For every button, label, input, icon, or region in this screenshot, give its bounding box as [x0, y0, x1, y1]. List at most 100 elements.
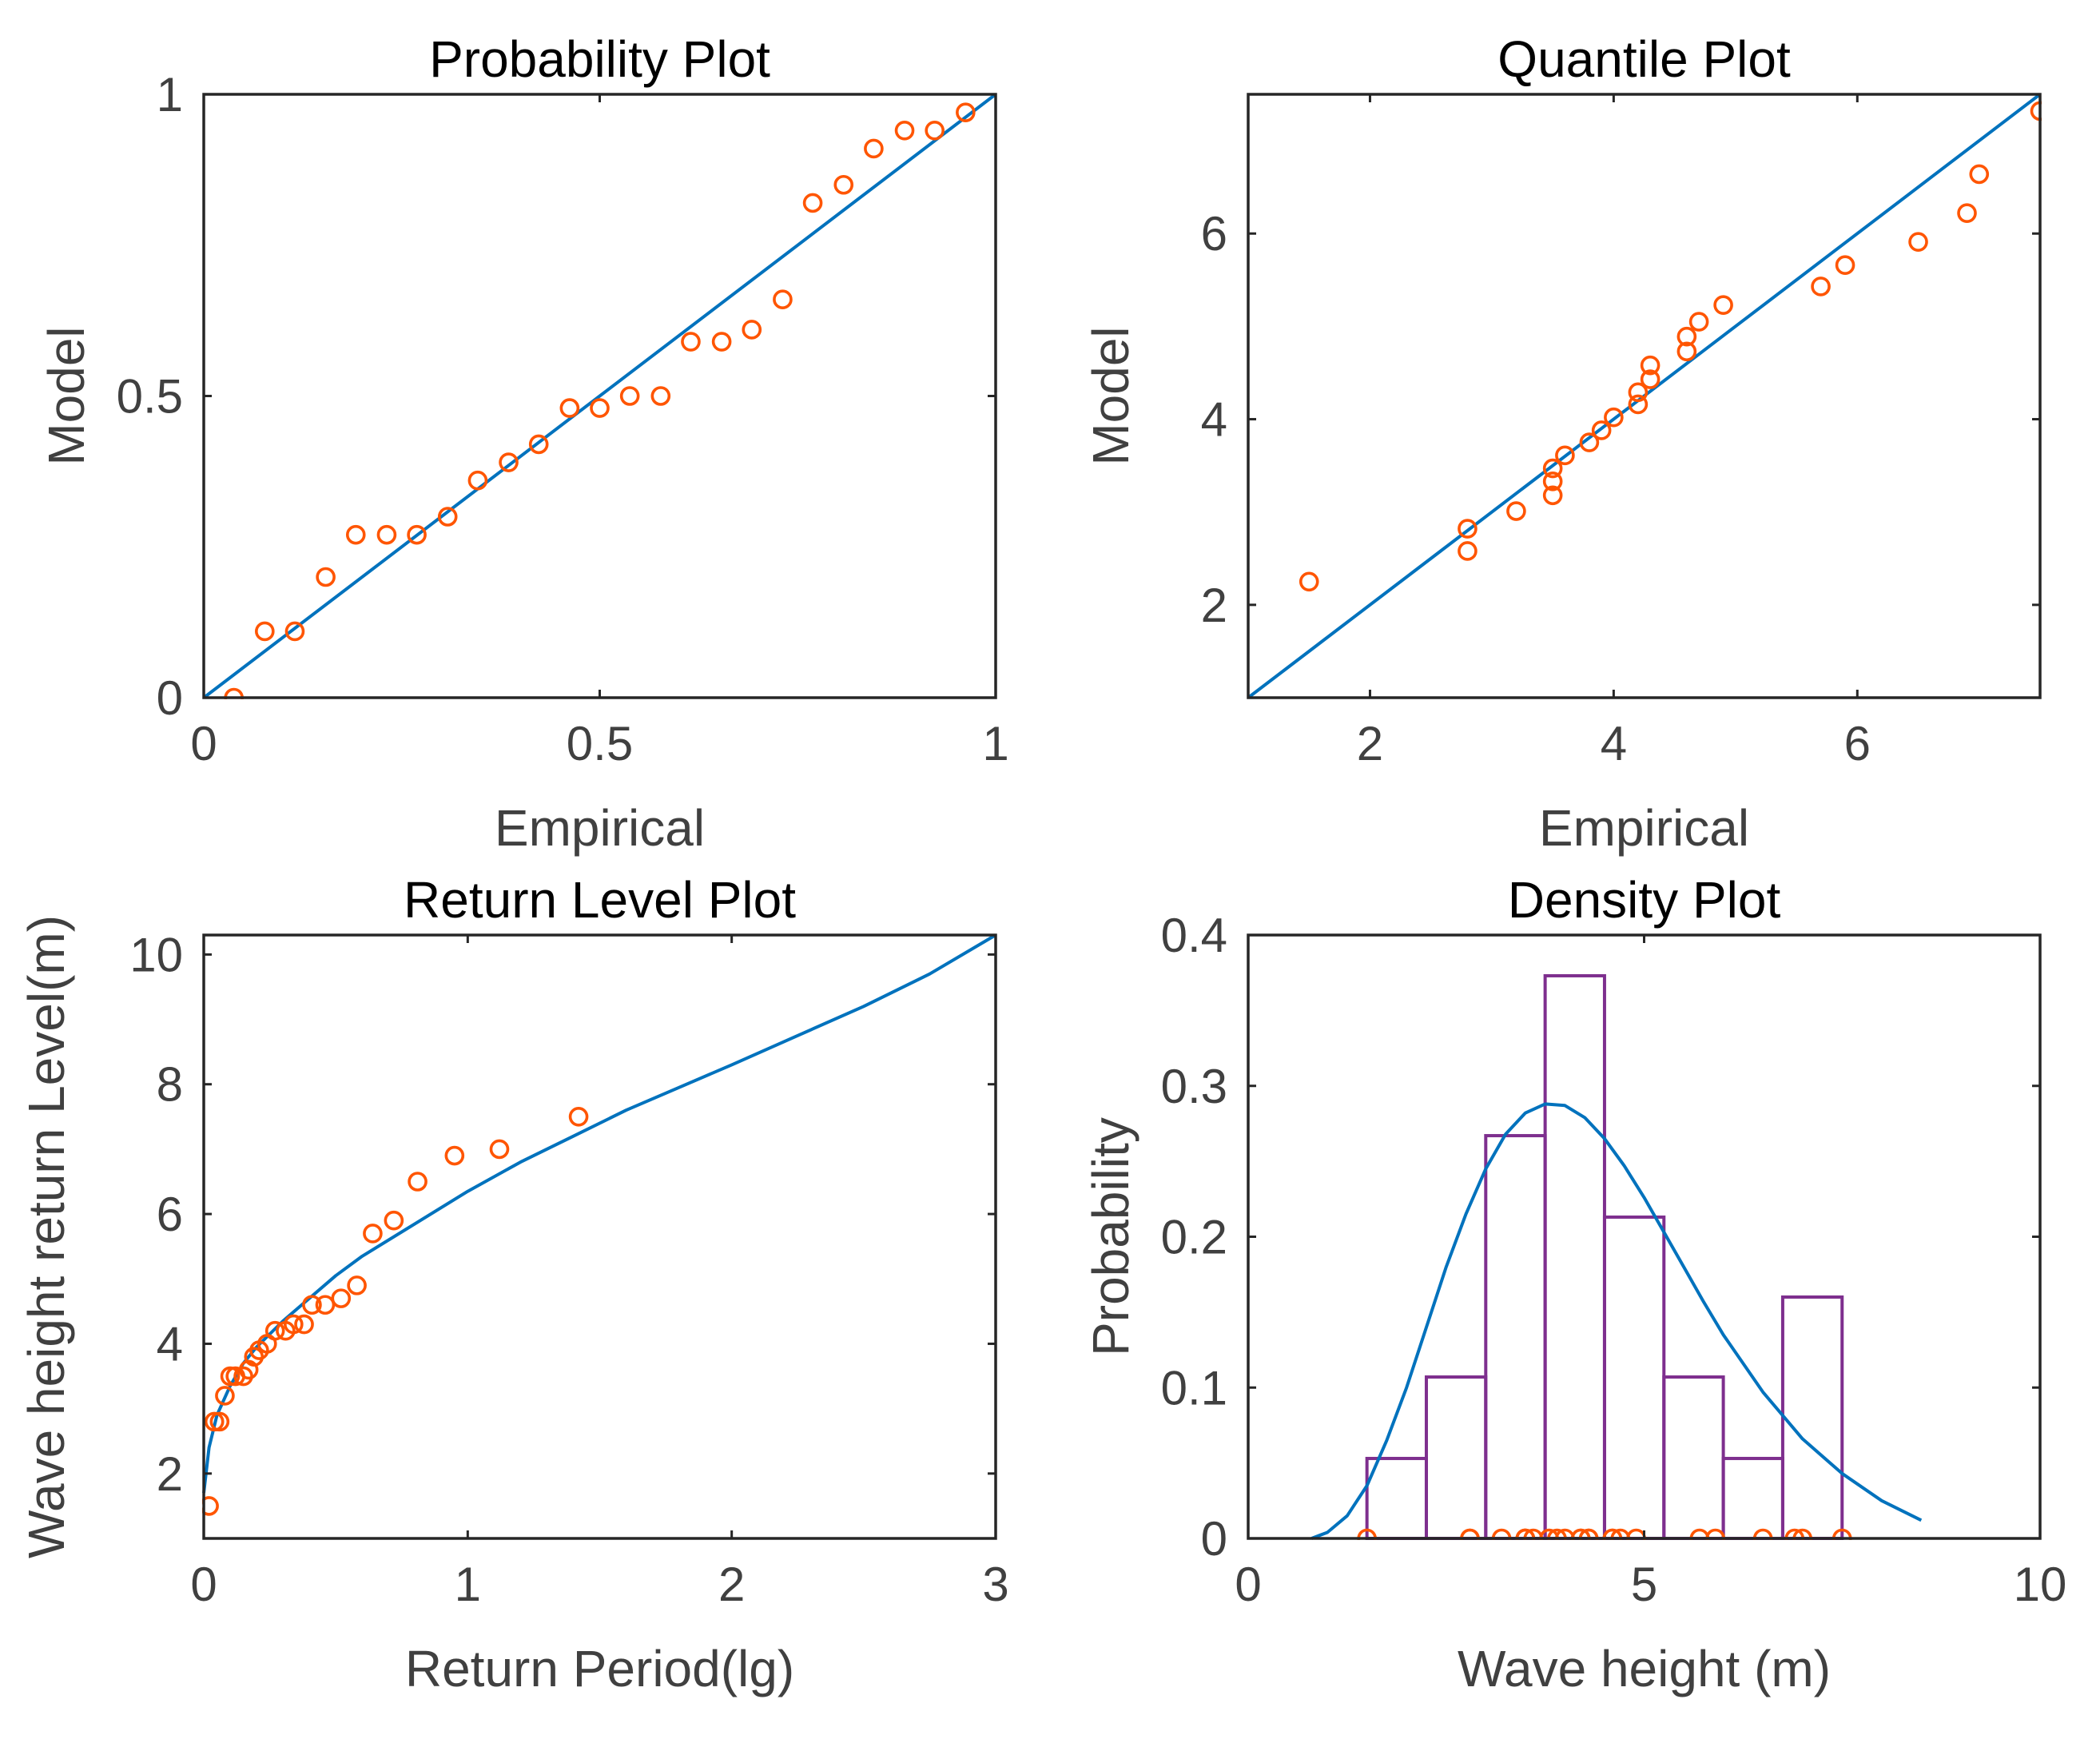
- density-ytick-label: 0: [1201, 1512, 1227, 1566]
- return-level-point: [384, 1210, 404, 1231]
- probability-xtick-label: 0: [190, 717, 217, 770]
- quantile-point: [1604, 407, 1624, 428]
- return-level-plot-area: [202, 933, 997, 1516]
- return-level-point: [444, 1145, 465, 1166]
- return-level-point: [331, 1288, 352, 1308]
- density-histogram-bar: [1484, 1134, 1547, 1540]
- quantile-point: [1299, 571, 1319, 592]
- quantile-point: [1506, 501, 1526, 521]
- return-level-title: Return Level Plot: [404, 871, 796, 929]
- probability-point: [528, 434, 549, 455]
- quantile-point: [1835, 255, 1855, 276]
- return-level-point: [209, 1411, 230, 1432]
- density-xtick-label: 10: [2014, 1558, 2067, 1611]
- probability-point: [407, 524, 427, 545]
- quantile-point: [1555, 445, 1575, 466]
- quantile-axes-box: [1247, 93, 2042, 699]
- density-histogram-bar: [1365, 1456, 1428, 1540]
- quantile-point: [1458, 541, 1478, 561]
- probability-point: [742, 320, 762, 340]
- quantile-ytick-label: 4: [1201, 393, 1227, 447]
- probability-point: [437, 507, 458, 527]
- density-xtick-label: 0: [1235, 1558, 1261, 1611]
- density-histogram-bar: [1780, 1295, 1844, 1540]
- density-histogram-bar: [1602, 1215, 1666, 1540]
- quantile-point: [1640, 369, 1661, 389]
- probability-point: [316, 567, 336, 587]
- quantile-xtick-label: 6: [1844, 717, 1871, 770]
- return-level-xtick-label: 1: [455, 1558, 481, 1611]
- quantile-point: [1542, 472, 1563, 491]
- quantile-panel: 2 4 6 2 4 6 Quantile Plot Empirical Model: [1082, 30, 2042, 857]
- quantile-point: [1969, 164, 1990, 185]
- density-axes-box: [1247, 933, 2042, 1540]
- quantile-xtick-label: 4: [1601, 717, 1627, 770]
- return-level-point: [294, 1314, 314, 1335]
- density-histogram: [1365, 973, 1844, 1540]
- probability-point: [467, 470, 488, 491]
- return-level-point: [315, 1295, 336, 1315]
- probability-point: [773, 289, 793, 310]
- probability-ytick-label: 0: [157, 671, 183, 725]
- quantile-points: [1299, 101, 2042, 592]
- probability-point: [650, 386, 671, 406]
- return-level-point: [202, 1496, 219, 1516]
- quantile-point: [1542, 485, 1563, 506]
- probability-point: [956, 102, 976, 122]
- return-level-ytick-label: 8: [157, 1058, 183, 1112]
- density-ylabel: Probability: [1082, 1117, 1139, 1356]
- quantile-point: [1640, 355, 1661, 376]
- probability-point: [802, 193, 823, 213]
- return-level-xtick-label: 0: [190, 1558, 217, 1611]
- probability-point: [376, 524, 397, 545]
- quantile-xlabel: Empirical: [1539, 799, 1749, 857]
- probability-title: Probability Plot: [429, 30, 770, 88]
- quantile-point: [1688, 312, 1709, 332]
- quantile-point: [1458, 519, 1478, 539]
- probability-ytick-label: 1: [157, 68, 183, 121]
- quantile-xtick-label: 2: [1357, 717, 1383, 770]
- probability-point: [864, 138, 884, 159]
- quantile-point: [1713, 295, 1733, 315]
- probability-point: [590, 398, 610, 418]
- quantile-point: [1957, 203, 1977, 223]
- density-ytick-label: 0.3: [1161, 1060, 1227, 1113]
- return-level-point: [215, 1386, 235, 1406]
- probability-panel: 0 0.5 1 0 0.5 1 Probability Plot Empirical Model: [38, 30, 1009, 857]
- probability-point: [619, 386, 640, 406]
- return-level-point: [302, 1295, 322, 1315]
- probability-point: [833, 174, 854, 195]
- return-level-point: [220, 1366, 241, 1387]
- return-level-point: [204, 1411, 225, 1432]
- quantile-point: [1908, 232, 1928, 252]
- quantile-ytick-label: 6: [1201, 207, 1227, 261]
- return-level-ytick-label: 6: [157, 1188, 183, 1241]
- density-ytick-label: 0.1: [1161, 1361, 1227, 1415]
- density-panel: 0 5 10 0 0.1 0.2 0.3 0.4 Density Plot Wave height…: [1082, 871, 2066, 1697]
- return-level-fit-line: [202, 933, 997, 1494]
- return-level-panel: 0 1 2 3 2 4 6 8 10 Return Level Plot Return Period…: [18, 871, 1009, 1697]
- return-level-point: [489, 1139, 510, 1160]
- return-level-axes-box: [202, 933, 997, 1540]
- probability-point: [345, 524, 366, 545]
- probability-xtick-label: 0.5: [567, 717, 633, 770]
- probability-point: [255, 621, 275, 642]
- probability-plot-area: [202, 93, 997, 699]
- probability-point: [499, 452, 519, 472]
- density-xtick-label: 5: [1631, 1558, 1657, 1611]
- density-histogram-bar: [1721, 1456, 1784, 1540]
- probability-point: [711, 332, 732, 352]
- return-level-point: [408, 1172, 428, 1192]
- probability-fit-line: [202, 93, 997, 699]
- probability-point: [681, 332, 701, 352]
- quantile-point: [1591, 420, 1612, 440]
- return-level-point: [264, 1320, 285, 1341]
- quantile-point: [1676, 326, 1697, 347]
- quantile-point: [1811, 277, 1831, 296]
- quantile-ylabel: Model: [1082, 326, 1139, 465]
- density-ytick-label: 0.2: [1161, 1211, 1227, 1264]
- quantile-point: [1579, 432, 1600, 452]
- quantile-plot-area: [1247, 93, 2042, 699]
- probability-ylabel: Model: [38, 326, 95, 465]
- density-histogram-bar: [1424, 1375, 1488, 1540]
